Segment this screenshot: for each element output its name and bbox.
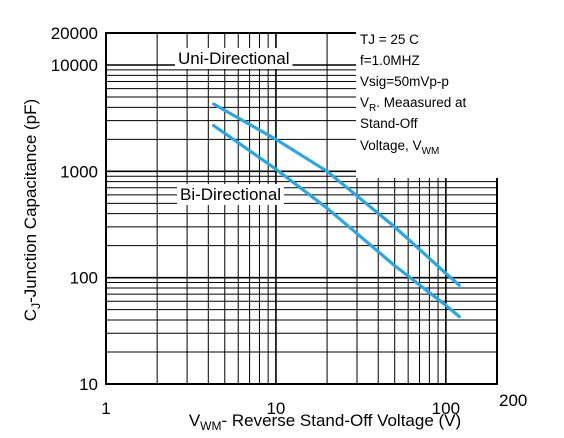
series-label-uni-text: Uni-Directional (178, 49, 289, 68)
y-axis-ticks: 10 100 1000 10000 20000 (51, 24, 98, 394)
y-tick-label: 20000 (51, 24, 98, 43)
series-label-bi-directional: Bi-Directional (177, 184, 285, 205)
x-tick-label: 100 (432, 399, 460, 418)
x-tick-label: 200 (499, 391, 527, 410)
y-tick-label: 10 (79, 375, 98, 394)
conditions-annotation: TJ = 25 C f=1.0MHZ Vsig=50mVp-p VR. Meaa… (356, 28, 516, 178)
annotation-voltage-vwm: Voltage, VWM (360, 138, 439, 157)
annotation-vr-measured: VR. Meaasured at (360, 95, 467, 114)
annotation-frequency: f=1.0MHZ (360, 53, 420, 68)
annotation-stand-off: Stand-Off (360, 116, 418, 131)
x-axis-label: VWM- Reverse Stand-Off Voltage (V) (189, 411, 461, 433)
series-layer (212, 102, 461, 319)
series-label-uni-directional: Uni-Directional (175, 48, 293, 69)
series-line-bi-directional (212, 123, 461, 319)
x-tick-label: 1 (101, 399, 110, 418)
x-tick-label: 10 (266, 399, 285, 418)
series-label-uni-bg (175, 48, 293, 69)
series-label-bi-text: Bi-Directional (180, 185, 281, 204)
y-tick-label: 10000 (51, 56, 98, 75)
plot-border (105, 32, 498, 385)
annotation-vsig: Vsig=50mVp-p (360, 74, 449, 89)
x-axis-ticks: 1 10 100 200 (101, 391, 527, 418)
y-axis-label: CJ-Junction Capacitance (pF) (21, 99, 43, 321)
y-tick-label: 100 (70, 269, 98, 288)
series-line-uni-directional (212, 102, 461, 287)
annotation-temperature: TJ = 25 C (360, 32, 419, 47)
y-tick-label: 1000 (60, 162, 98, 181)
series-label-bi-bg (177, 184, 285, 205)
